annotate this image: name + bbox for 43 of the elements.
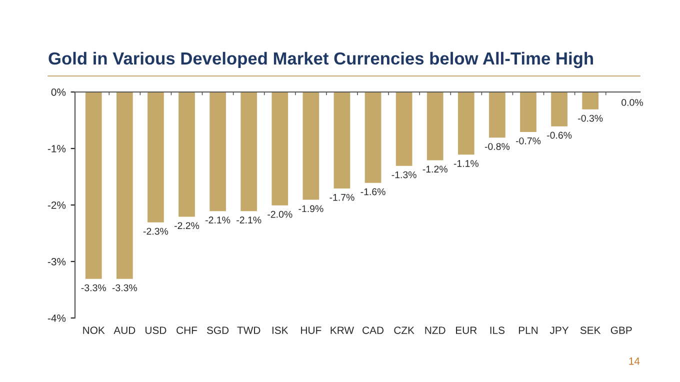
data-label: -1.2% — [422, 166, 448, 173]
data-label: -0.8% — [484, 143, 510, 150]
data-label: -1.3% — [392, 171, 416, 178]
data-label: 0.0% — [622, 99, 643, 106]
data-label: -3.3% — [81, 284, 106, 292]
x-tick-label: SEK — [580, 326, 601, 334]
data-label: -2.0% — [268, 210, 292, 218]
y-tick-label: -4% — [48, 314, 66, 322]
x-tick-label: JPY — [550, 326, 569, 334]
data-label: -3.3% — [112, 284, 138, 292]
data-label: -1.6% — [360, 188, 386, 196]
chart-title: Gold in Various Developed Market Currencies below All-Time High — [48, 52, 593, 68]
x-tick-label: CHF — [176, 326, 198, 334]
x-tick-label: GBP — [610, 326, 632, 334]
x-tick-label: AUD — [114, 326, 136, 334]
data-label: -0.7% — [516, 137, 541, 144]
x-tick-label: NOK — [83, 326, 105, 334]
text: 14 — [629, 358, 640, 365]
x-tick-label: CAD — [362, 326, 384, 334]
data-label: -2.1% — [206, 216, 230, 224]
y-tick-label: -2% — [48, 202, 66, 209]
data-label: -2.1% — [236, 216, 262, 224]
data-label: -1.1% — [454, 160, 479, 167]
x-tick-label: CZK — [394, 326, 414, 334]
x-tick-label: NZD — [425, 326, 446, 334]
data-label: -1.7% — [330, 194, 354, 201]
x-tick-label: HUF — [301, 326, 322, 334]
x-tick-label: USD — [146, 326, 166, 334]
data-label: -0.3% — [578, 114, 603, 122]
data-label: -0.6% — [547, 132, 572, 139]
y-tick-label: -3% — [48, 258, 66, 266]
x-tick-label: ISK — [272, 326, 288, 334]
data-label: -1.9% — [298, 205, 324, 212]
x-tick-label: TWD — [237, 326, 260, 334]
x-tick-label: KRW — [330, 326, 354, 334]
x-tick-label: SGD — [206, 326, 229, 334]
y-tick-label: 0% — [51, 88, 66, 96]
y-tick-label: -1% — [48, 145, 66, 152]
x-tick-label: ILS — [490, 326, 505, 334]
x-tick-label: PLN — [518, 326, 538, 334]
data-label: -2.2% — [174, 222, 200, 230]
x-tick-label: EUR — [456, 326, 477, 334]
data-label: -2.3% — [143, 228, 168, 235]
